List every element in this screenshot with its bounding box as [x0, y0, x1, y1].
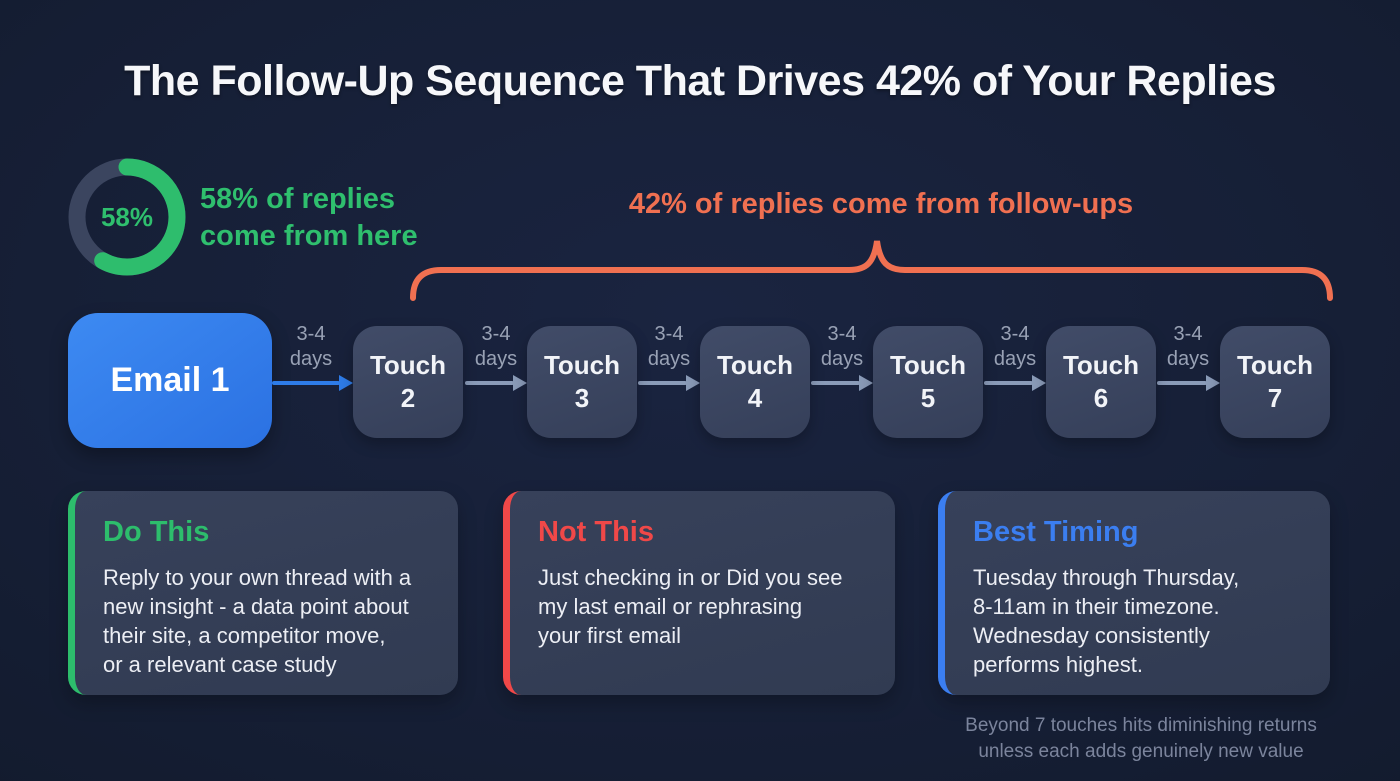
arrow-icon	[465, 375, 527, 391]
card-do-this-body: Reply to your own thread with a new insi…	[103, 565, 412, 677]
arrow-icon	[984, 375, 1046, 391]
interval-label: 3-4 days	[474, 323, 518, 370]
donut-value-label: 58%	[100, 201, 154, 232]
card-best-timing-title: Best Timing	[973, 516, 1139, 548]
page-title: The Follow-Up Sequence That Drives 42% o…	[124, 57, 1276, 105]
interval-label: 3-4 days	[1166, 323, 1210, 370]
arrow-icon	[272, 375, 353, 391]
interval-label: 3-4 days	[993, 323, 1037, 370]
donut-arc	[68, 158, 186, 276]
footnote: Beyond 7 touches hits diminishing return…	[965, 715, 1317, 762]
card-best-timing-body: Tuesday through Thursday, 8-11am in thei…	[973, 565, 1240, 677]
step-touch-7: Touch 7	[1220, 326, 1330, 438]
card-not-this-title: Not This	[538, 516, 654, 548]
donut-chart: 58%	[68, 158, 186, 276]
step-touch-5: Touch 5	[873, 326, 983, 438]
arrow-icon	[1157, 375, 1220, 391]
card-not-this-body: Just checking in or Did you see my last …	[538, 565, 843, 648]
followup-replies-label: 42% of replies come from follow-ups	[628, 188, 1134, 220]
arrow-icon	[811, 375, 873, 391]
card-not-this: Not This Just checking in or Did you see…	[503, 491, 895, 695]
step-touch-3: Touch 3	[527, 326, 637, 438]
step-touch-4: Touch 4	[700, 326, 810, 438]
step-email-1-label: Email 1	[110, 361, 230, 399]
card-best-timing: Best Timing Tuesday through Thursday, 8-…	[938, 491, 1330, 695]
card-do-this: Do This Reply to your own thread with a …	[68, 491, 458, 695]
interval-label: 3-4 days	[647, 323, 691, 370]
initial-replies-label: 58% of replies come from here	[200, 183, 418, 252]
step-touch-2: Touch 2	[353, 326, 463, 438]
arrow-icon	[638, 375, 700, 391]
interval-label: 3-4 days	[289, 323, 333, 370]
donut-svg	[68, 158, 186, 276]
step-email-1: Email 1	[68, 313, 272, 448]
card-do-this-title: Do This	[103, 516, 210, 548]
step-touch-6: Touch 6	[1046, 326, 1156, 438]
interval-label: 3-4 days	[820, 323, 864, 370]
